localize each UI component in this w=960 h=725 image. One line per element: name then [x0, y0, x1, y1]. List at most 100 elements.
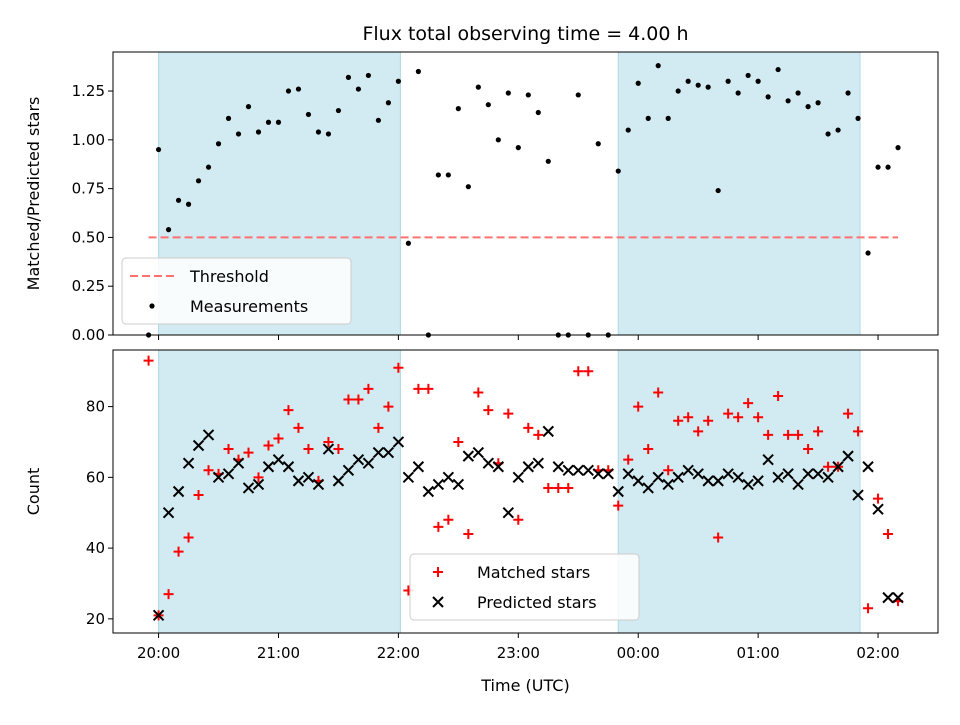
data-point [732, 471, 744, 484]
data-point [863, 603, 874, 614]
y-tick-label: 1.25 [72, 82, 105, 100]
legend-threshold-label: Threshold [189, 267, 269, 286]
y-tick-label: 0.00 [72, 326, 105, 344]
data-point [773, 390, 784, 401]
data-point [383, 401, 394, 412]
data-point [685, 78, 691, 84]
chart-title: Flux total observing time = 4.00 h [362, 23, 688, 45]
series-measurements [145, 63, 901, 338]
data-point [485, 102, 491, 108]
data-point [745, 72, 751, 79]
data-point [523, 422, 534, 433]
data-point [735, 90, 741, 96]
data-point [623, 454, 634, 465]
data-point [502, 507, 515, 519]
data-point [622, 468, 634, 480]
data-point [423, 383, 434, 394]
y-tick-label: 20 [86, 610, 105, 628]
series-predicted-stars [152, 425, 904, 622]
data-point [615, 168, 621, 174]
data-point [713, 532, 724, 543]
x-tick-label: 23:00 [497, 644, 540, 662]
data-point [755, 78, 761, 84]
data-point [612, 485, 624, 498]
data-point [362, 457, 375, 469]
data-point [363, 383, 374, 394]
data-point [263, 440, 274, 451]
data-point [522, 461, 535, 473]
data-point [875, 164, 881, 170]
data-point [552, 461, 564, 473]
data-point [412, 461, 425, 473]
data-point [333, 444, 344, 455]
data-point [273, 433, 284, 444]
data-point [725, 78, 731, 84]
data-point [723, 408, 734, 419]
data-point [525, 92, 531, 98]
data-point [823, 461, 834, 472]
data-point [872, 503, 884, 515]
data-point [715, 187, 721, 194]
data-point [205, 164, 212, 170]
data-point [652, 471, 664, 484]
data-point [292, 475, 305, 487]
data-point [373, 422, 384, 433]
data-point [182, 457, 195, 469]
data-point [175, 197, 182, 203]
data-point [533, 429, 544, 440]
data-point [495, 137, 501, 143]
data-point [575, 92, 581, 98]
data-point [675, 88, 681, 94]
y-tick-label: 1.00 [72, 131, 105, 149]
data-point [483, 405, 494, 416]
data-point [812, 468, 824, 480]
axes-frame [112, 51, 939, 336]
data-point [805, 104, 811, 110]
y-tick-label: 60 [86, 468, 105, 486]
data-point [865, 250, 871, 256]
shaded-interval [158, 349, 401, 634]
data-point [492, 461, 505, 473]
data-point [883, 528, 894, 539]
data-point [335, 107, 342, 114]
data-point [452, 478, 465, 491]
data-point [692, 468, 704, 480]
data-point [195, 178, 202, 184]
data-point [375, 117, 382, 123]
count-chart: 20 40 60 80 20:00 21:00 22:00 23:00 00:00 01:00 02… [24, 349, 939, 695]
data-point [573, 366, 584, 377]
data-point [203, 465, 214, 476]
data-point [625, 127, 631, 133]
x-tick-label: 22:00 [377, 644, 420, 662]
data-point [202, 429, 215, 441]
data-point [365, 72, 372, 79]
data-point [162, 507, 175, 519]
x-tick-label: 20:00 [137, 644, 180, 662]
data-point [822, 471, 834, 484]
data-point [602, 468, 614, 480]
data-point [562, 464, 574, 476]
data-point [705, 84, 711, 90]
x-tick-label: 00:00 [617, 644, 660, 662]
data-point [163, 589, 174, 600]
data-point [835, 127, 841, 133]
data-point [152, 609, 165, 622]
data-point [653, 387, 664, 398]
data-point [443, 514, 454, 525]
data-point [633, 401, 644, 412]
legend-matched-label: Matched stars [477, 563, 590, 582]
data-point [613, 500, 624, 511]
data-point [695, 82, 701, 88]
data-point [455, 106, 461, 112]
data-point [665, 115, 671, 121]
data-point [242, 482, 255, 494]
data-point [532, 457, 544, 469]
series-matched-stars [143, 355, 904, 621]
data-point [283, 405, 294, 416]
x-axis-label: Time (UTC) [480, 676, 569, 695]
axes-frame [112, 349, 939, 634]
data-point [842, 450, 854, 462]
data-point [763, 429, 774, 440]
data-point [155, 146, 162, 153]
data-point [445, 172, 451, 178]
